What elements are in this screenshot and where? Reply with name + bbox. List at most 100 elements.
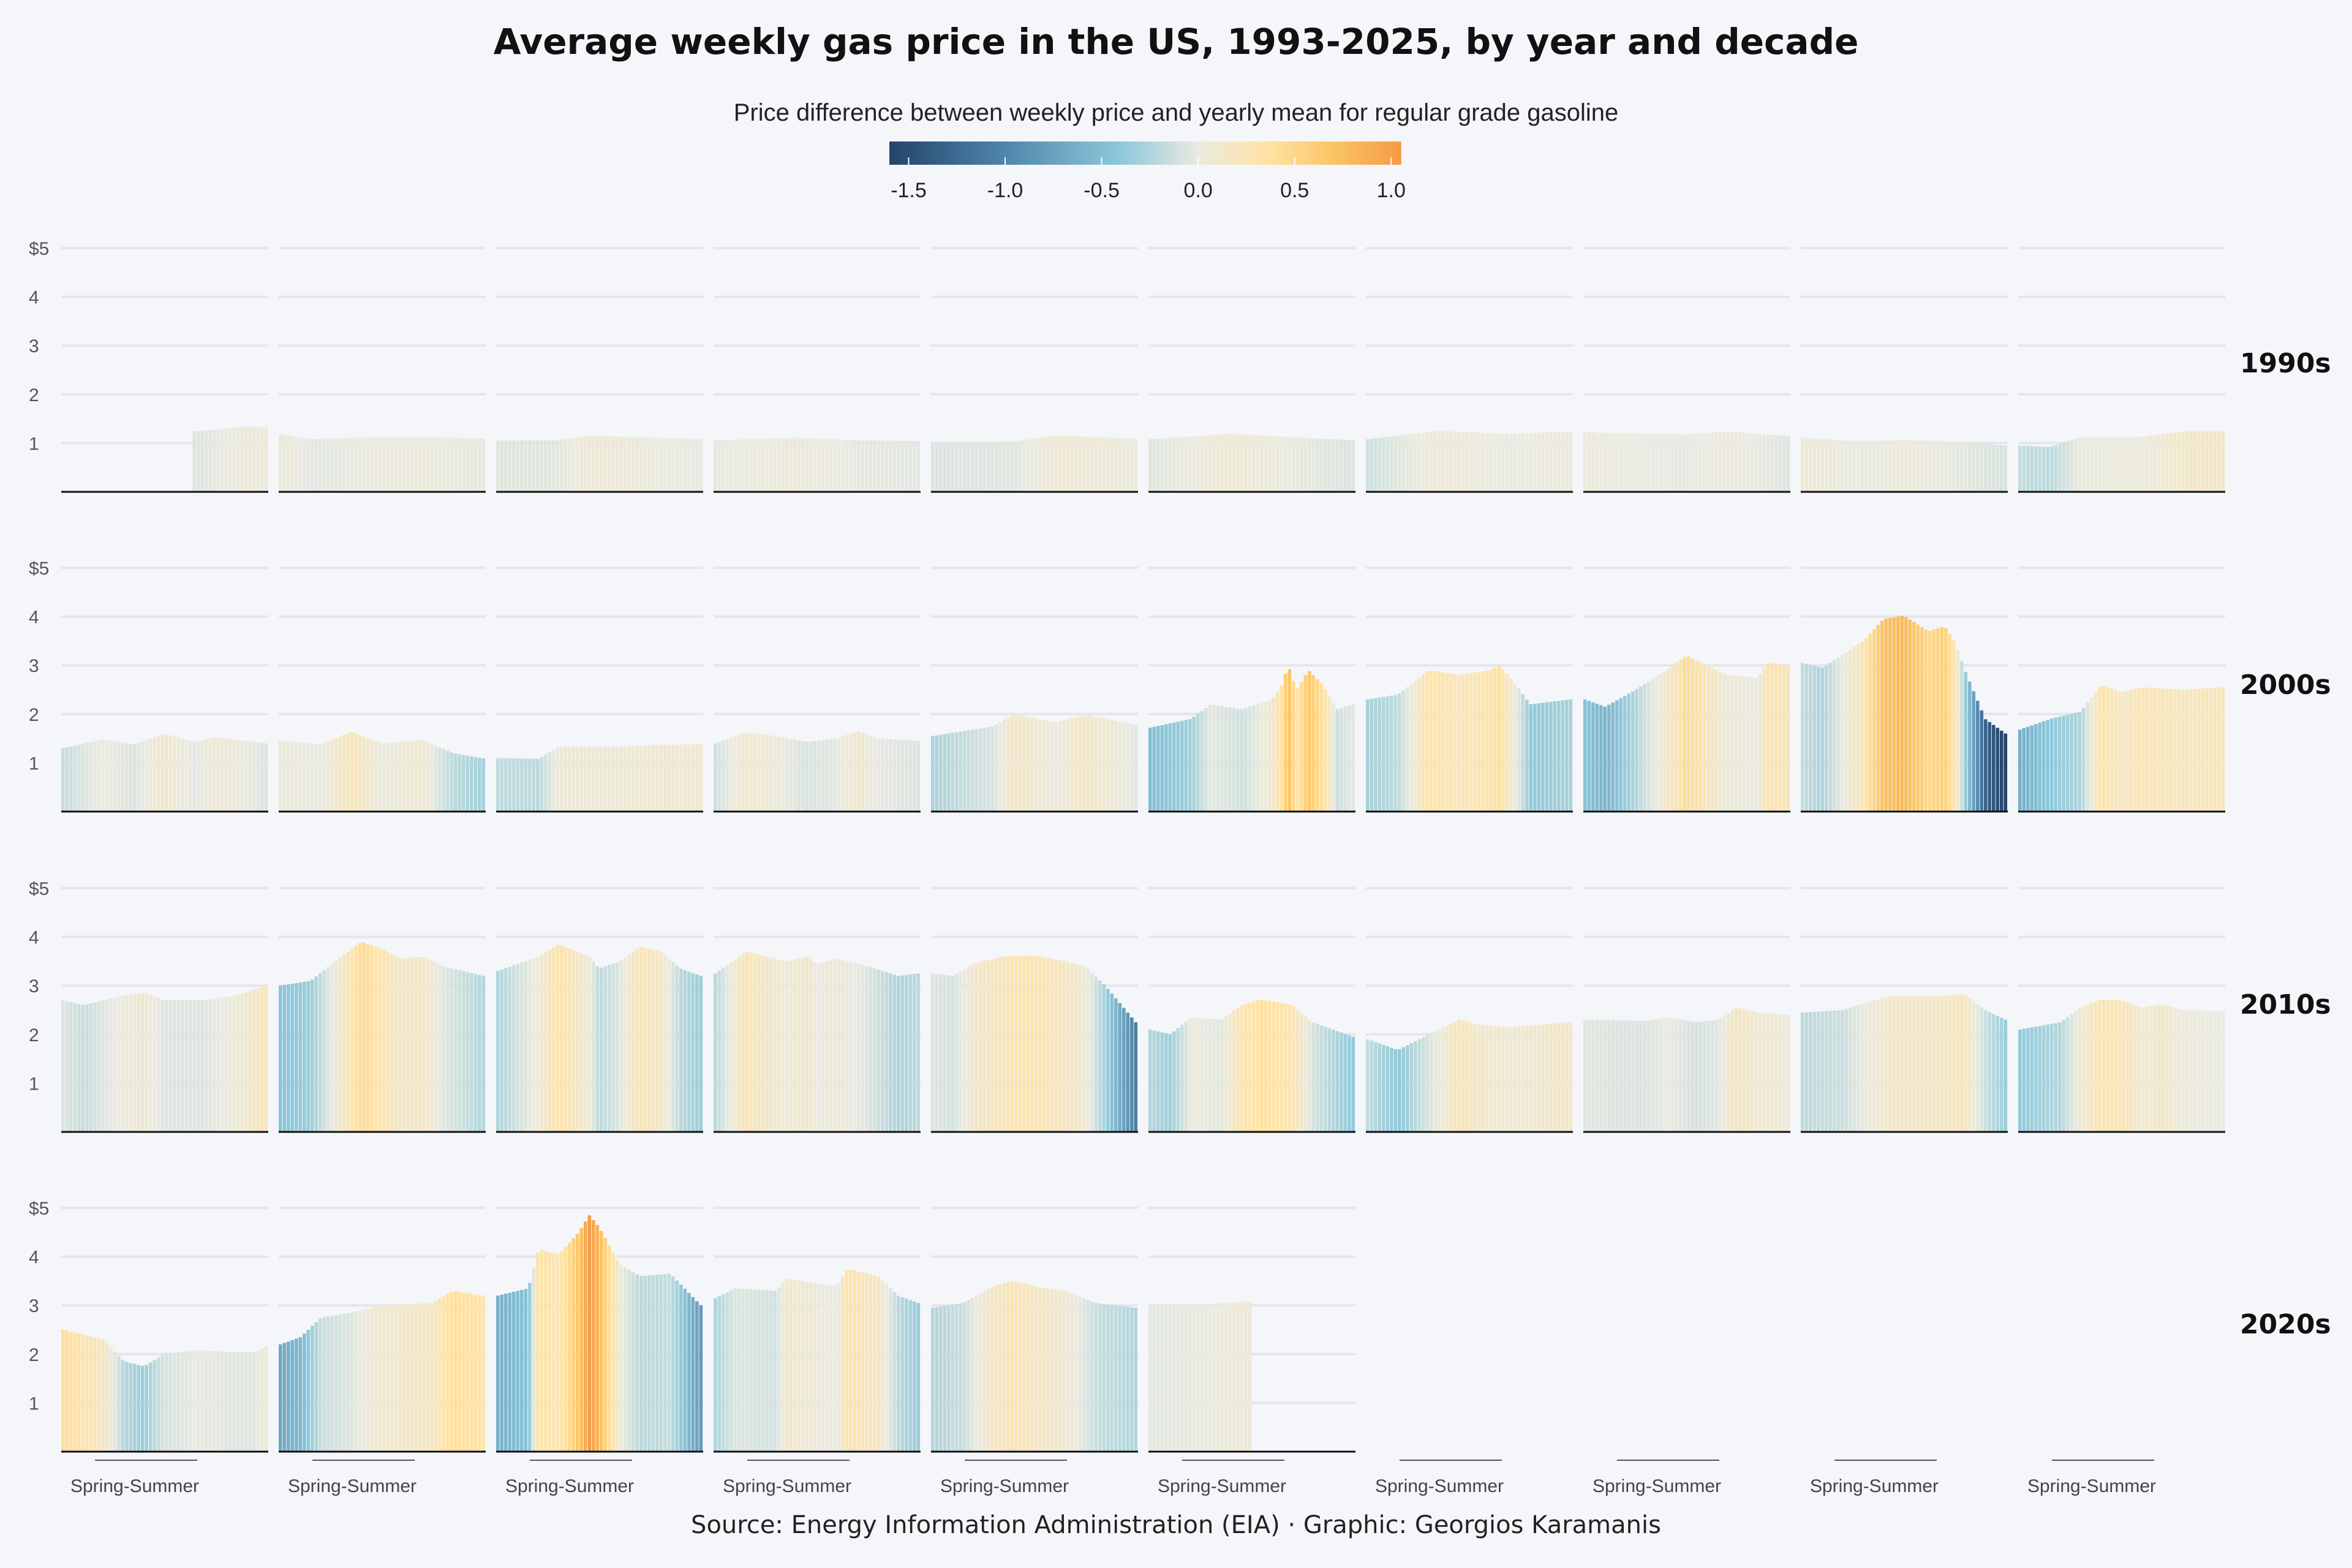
week-bar: [849, 1269, 853, 1452]
week-bar: [1477, 1024, 1481, 1132]
week-bar: [1070, 718, 1074, 812]
week-bar: [1992, 1014, 1996, 1132]
week-bar: [338, 736, 342, 812]
week-bar: [1022, 1283, 1027, 1452]
week-bar: [89, 1003, 93, 1132]
year-panel-1994: [279, 247, 486, 493]
week-bar: [1683, 434, 1687, 492]
legend-swatch: [1192, 141, 1197, 165]
week-bar: [829, 960, 833, 1132]
week-bar: [959, 1303, 963, 1452]
week-bar: [1920, 627, 1924, 812]
week-bar: [889, 739, 892, 812]
week-bar: [892, 1292, 897, 1452]
week-bar: [1054, 435, 1058, 492]
week-bar: [366, 1308, 370, 1452]
week-bar: [1062, 1291, 1066, 1452]
week-bar: [679, 744, 683, 812]
week-bar: [1465, 673, 1469, 812]
week-bar: [943, 734, 947, 812]
week-bar: [974, 1295, 979, 1452]
week-bar: [282, 985, 287, 1132]
week-bar: [881, 1280, 884, 1452]
week-bar: [579, 747, 584, 812]
week-bar: [897, 739, 900, 812]
week-bar: [1920, 996, 1924, 1132]
week-bar: [1968, 443, 1972, 492]
week-bar: [248, 741, 252, 812]
week-bar: [1260, 435, 1264, 492]
year-panel-2026: [714, 1207, 921, 1453]
week-bar: [1924, 629, 1928, 812]
week-bar: [248, 990, 252, 1132]
week-bar: [837, 1283, 841, 1452]
week-bar: [892, 974, 897, 1132]
week-bar: [635, 745, 639, 812]
week-bar: [675, 744, 679, 812]
week-bar: [1996, 445, 2000, 492]
week-bar: [1224, 1303, 1228, 1452]
week-bar: [714, 973, 717, 1132]
week-bar: [1916, 624, 1920, 812]
week-bar: [1948, 995, 1952, 1132]
week-bar: [1066, 962, 1070, 1132]
week-bar: [208, 999, 213, 1132]
week-bar: [1409, 1043, 1414, 1132]
week-bar: [947, 1305, 951, 1452]
week-bar: [1659, 1018, 1663, 1132]
week-bar: [1988, 444, 1992, 492]
week-bar: [295, 1338, 298, 1452]
week-bar: [1631, 691, 1635, 812]
week-bar: [282, 1343, 287, 1452]
week-bar: [1561, 1022, 1565, 1132]
week-bar: [470, 438, 473, 492]
week-bar: [442, 748, 446, 812]
week-bar: [1438, 671, 1441, 812]
week-bar: [290, 742, 295, 812]
week-bar: [998, 442, 1003, 492]
week-bar: [2058, 1022, 2062, 1132]
legend-swatch: [1110, 141, 1116, 165]
week-bar: [512, 758, 516, 812]
week-bar: [504, 758, 508, 812]
legend-swatch: [1396, 141, 1401, 165]
legend-swatch: [1068, 141, 1074, 165]
legend-tick-label: -1.0: [987, 179, 1023, 202]
week-bar: [1126, 1306, 1130, 1452]
week-bar: [757, 1289, 761, 1452]
week-bar: [1461, 1020, 1465, 1132]
week-bar: [643, 745, 647, 812]
week-bar: [1679, 1019, 1683, 1132]
legend-swatch: [1064, 141, 1069, 165]
week-bar: [1406, 687, 1409, 812]
week-bar: [1102, 718, 1106, 812]
week-bar: [524, 1289, 528, 1452]
week-bar: [837, 959, 841, 1132]
week-bar: [176, 1000, 181, 1132]
week-bar: [1180, 1024, 1184, 1132]
week-bar: [1758, 434, 1762, 492]
week-bar: [861, 1272, 865, 1452]
week-bar: [1050, 435, 1054, 492]
week-bar: [450, 1291, 454, 1452]
decade-label-2020s: 2020s: [2240, 1309, 2331, 1340]
week-bar: [434, 1301, 438, 1452]
week-bar: [1316, 679, 1319, 812]
week-bar: [1348, 440, 1351, 492]
week-bar: [1082, 1298, 1086, 1452]
week-bar: [200, 431, 205, 492]
week-bar: [817, 1283, 821, 1452]
week-bar: [753, 439, 757, 492]
week-bar: [1623, 696, 1627, 812]
week-bar: [1651, 434, 1655, 492]
week-bar: [374, 437, 378, 492]
week-bar: [1014, 956, 1019, 1132]
week-bar: [671, 962, 675, 1132]
week-bar: [173, 736, 176, 812]
week-bar: [2098, 437, 2101, 492]
week-bar: [1635, 433, 1639, 492]
week-bar: [1461, 674, 1465, 812]
week-bar: [1172, 437, 1176, 492]
week-bar: [1030, 1285, 1035, 1452]
week-bar: [244, 1351, 248, 1452]
